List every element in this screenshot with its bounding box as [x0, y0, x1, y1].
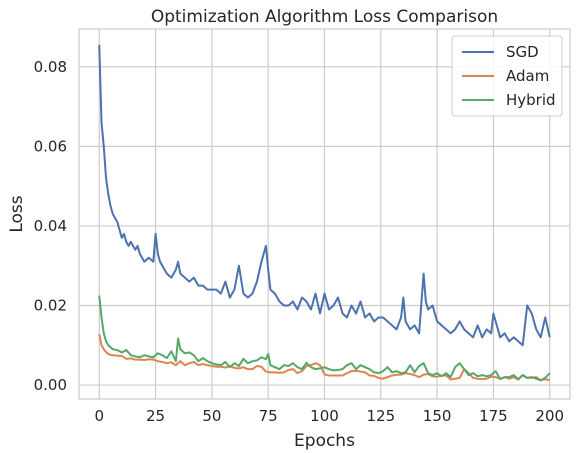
y-tick-label: 0.06: [34, 137, 67, 155]
x-tick-label: 125: [366, 407, 395, 425]
series-line-sgd: [98, 44, 551, 347]
x-tick-label: 0: [94, 407, 104, 425]
legend-label-sgd: SGD: [506, 43, 539, 61]
x-tick-label: 150: [423, 407, 452, 425]
x-tick-label: 75: [259, 407, 278, 425]
y-tick-label: 0.04: [34, 217, 67, 235]
legend-box: [451, 35, 563, 117]
x-axis-label: Epochs: [294, 431, 355, 451]
plot-frame: [78, 28, 571, 400]
x-tick-labels: 0 25 50 75 100 125 150 175 200: [94, 407, 564, 425]
x-tick-label: 175: [479, 407, 508, 425]
series-lines: [98, 44, 551, 382]
y-tick-labels: 0.00 0.02 0.04 0.06 0.08: [34, 58, 67, 394]
y-tick-label: 0.02: [34, 297, 67, 315]
legend-label-adam: Adam: [506, 67, 549, 85]
series-line-hybrid: [98, 295, 551, 382]
y-tick-label: 0.08: [34, 58, 67, 76]
chart-title: Optimization Algorithm Loss Comparison: [151, 7, 498, 27]
series-line-adam: [98, 333, 550, 382]
x-tick-label: 100: [310, 407, 339, 425]
x-tick-label: 50: [202, 407, 221, 425]
legend: SGD Adam Hybrid: [451, 35, 563, 117]
x-tick-label: 25: [146, 407, 165, 425]
x-tick-label: 200: [535, 407, 564, 425]
y-tick-label: 0.00: [34, 376, 67, 394]
y-axis-label: Loss: [7, 195, 27, 232]
legend-label-hybrid: Hybrid: [506, 91, 556, 109]
